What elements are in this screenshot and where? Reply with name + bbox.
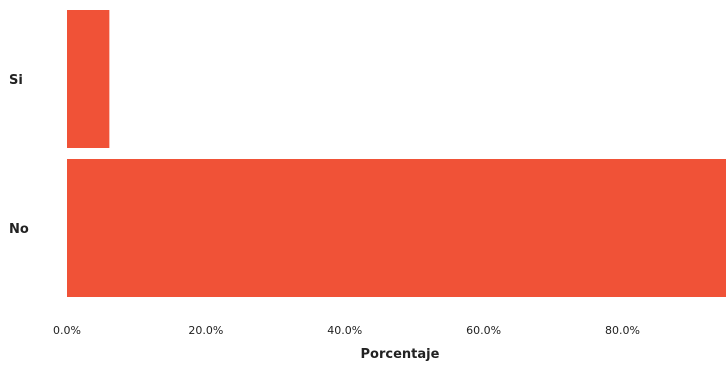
x-tick-label: 0.0%: [53, 324, 81, 337]
category-label-no: No: [9, 222, 29, 237]
x-tick-label: 20.0%: [188, 324, 223, 337]
bar-si: [67, 10, 110, 148]
category-labels: Si No: [9, 73, 29, 237]
x-axis-title: Porcentaje: [361, 347, 440, 362]
bar-no: [67, 159, 726, 297]
category-label-si: Si: [9, 73, 23, 88]
bars-layer: [67, 10, 726, 297]
x-tick-label: 80.0%: [605, 324, 640, 337]
x-tick-label: 40.0%: [327, 324, 362, 337]
x-tick-labels: 0.0% 20.0% 40.0% 60.0% 80.0%: [53, 324, 640, 337]
x-tick-label: 60.0%: [466, 324, 501, 337]
